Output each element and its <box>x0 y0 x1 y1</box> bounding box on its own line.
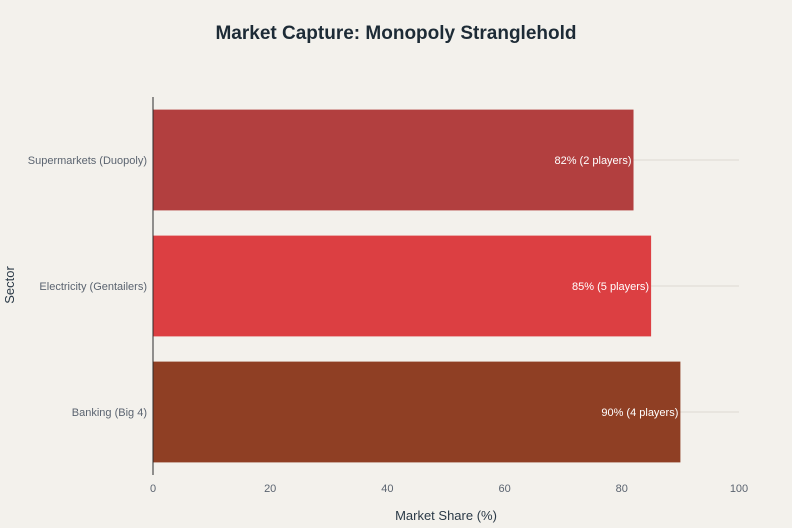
labels: Supermarkets (Duopoly) Electricity (Genta… <box>28 155 748 495</box>
x-tick-label: 0 <box>150 483 156 495</box>
bars <box>153 109 681 463</box>
chart-title: Market Capture: Monopoly Stranglehold <box>215 23 576 44</box>
bar <box>153 361 681 463</box>
x-tick-label: 100 <box>730 483 748 495</box>
bar <box>153 235 652 337</box>
category-label: Electricity (Gentailers) <box>39 281 147 293</box>
x-tick-label: 80 <box>616 483 628 495</box>
x-tick-label: 60 <box>498 483 510 495</box>
x-tick-label: 20 <box>264 483 276 495</box>
bar <box>153 109 634 211</box>
data-label: 82% (2 players) <box>554 155 631 167</box>
data-label: 85% (5 players) <box>572 281 649 293</box>
category-label: Supermarkets (Duopoly) <box>28 155 147 167</box>
x-axis-title: Market Share (%) <box>395 508 497 523</box>
data-label: 90% (4 players) <box>601 407 678 419</box>
y-axis-title: Sector <box>2 266 17 304</box>
x-tick-label: 40 <box>381 483 393 495</box>
category-label: Banking (Big 4) <box>72 407 147 419</box>
